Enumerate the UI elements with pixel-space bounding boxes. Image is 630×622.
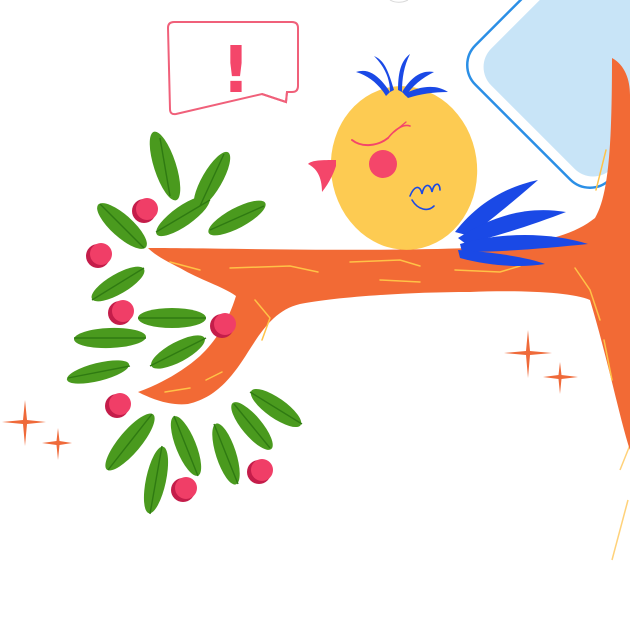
decorative-arc [389,0,409,3]
berry [171,477,197,502]
leaf-cluster [66,131,303,515]
berries [86,198,273,502]
bird-cheek [369,150,397,178]
tree-branch [138,58,630,450]
sparkle-icon [543,362,578,394]
berry [108,300,134,325]
sparkle-icon [2,400,46,446]
berry [210,313,236,338]
sparkle-icon [504,330,552,378]
bird-beak [308,160,336,192]
berry [105,393,131,418]
window-frame [465,0,630,190]
bird-eye [351,137,389,146]
exclamation-icon: ! [221,34,250,108]
bird-body [330,86,478,250]
bird-crest [356,54,448,98]
bird [308,54,588,266]
sparkle-icon [42,428,72,460]
berry [86,243,112,268]
bird-tail [455,180,588,266]
bird-wing [409,183,441,211]
alert-speech-bubble: ! [166,21,299,116]
berry [132,198,158,223]
berry [247,459,273,484]
decorative-lines [611,444,630,561]
sparkles [2,330,578,460]
